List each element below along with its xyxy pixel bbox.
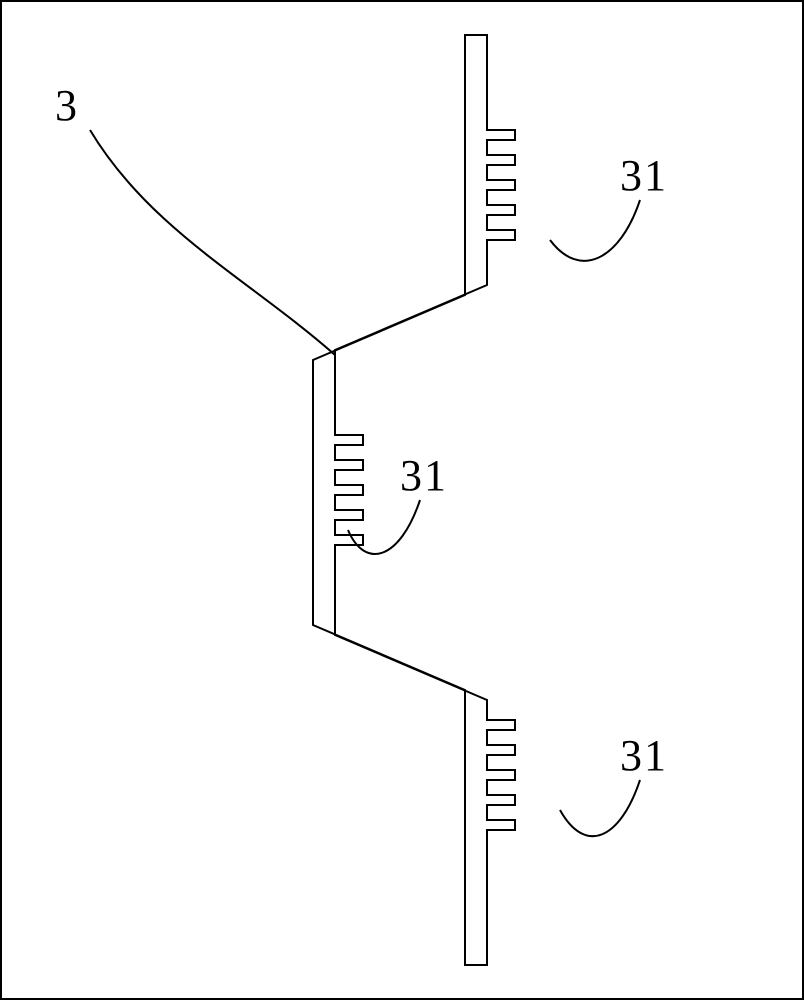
profile-outline — [313, 35, 515, 965]
leader-lines — [90, 130, 640, 836]
frame — [1, 1, 803, 999]
leader-3 — [90, 130, 335, 355]
technical-diagram: 3 31 31 31 — [0, 0, 804, 1000]
leader-31-bot — [560, 780, 640, 836]
reference-labels: 3 31 31 31 — [55, 81, 668, 780]
label-31-bot: 31 — [620, 731, 668, 780]
leader-31-top — [550, 200, 640, 261]
leader-31-mid — [348, 500, 420, 554]
label-31-mid: 31 — [400, 451, 448, 500]
label-3: 3 — [55, 81, 79, 130]
label-31-top: 31 — [620, 151, 668, 200]
